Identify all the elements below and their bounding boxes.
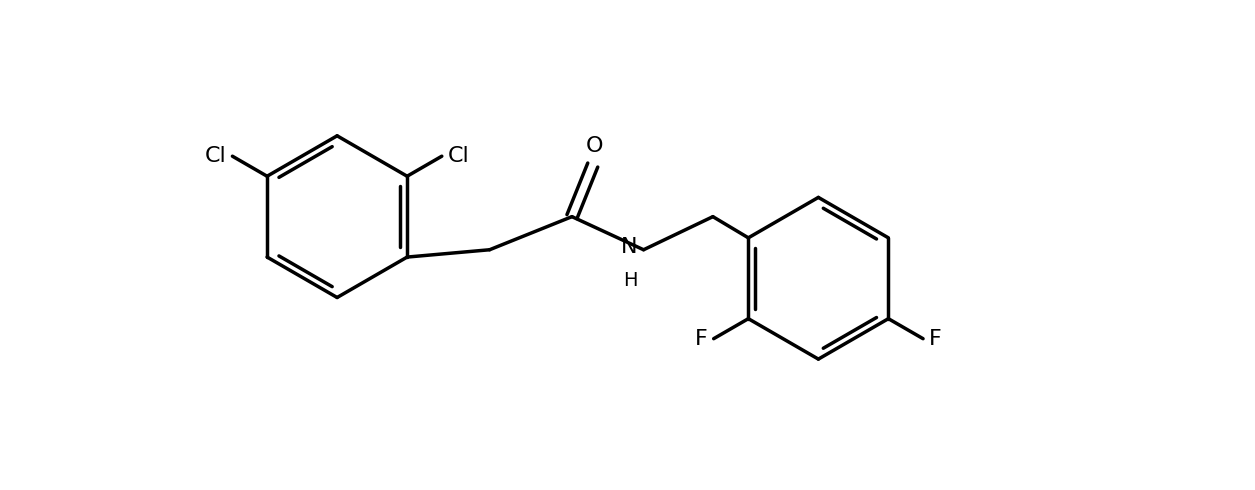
Text: Cl: Cl (448, 146, 469, 166)
Text: N: N (621, 237, 638, 257)
Text: F: F (695, 329, 708, 349)
Text: F: F (929, 329, 943, 349)
Text: H: H (622, 271, 638, 290)
Text: O: O (586, 136, 604, 156)
Text: Cl: Cl (205, 146, 226, 166)
